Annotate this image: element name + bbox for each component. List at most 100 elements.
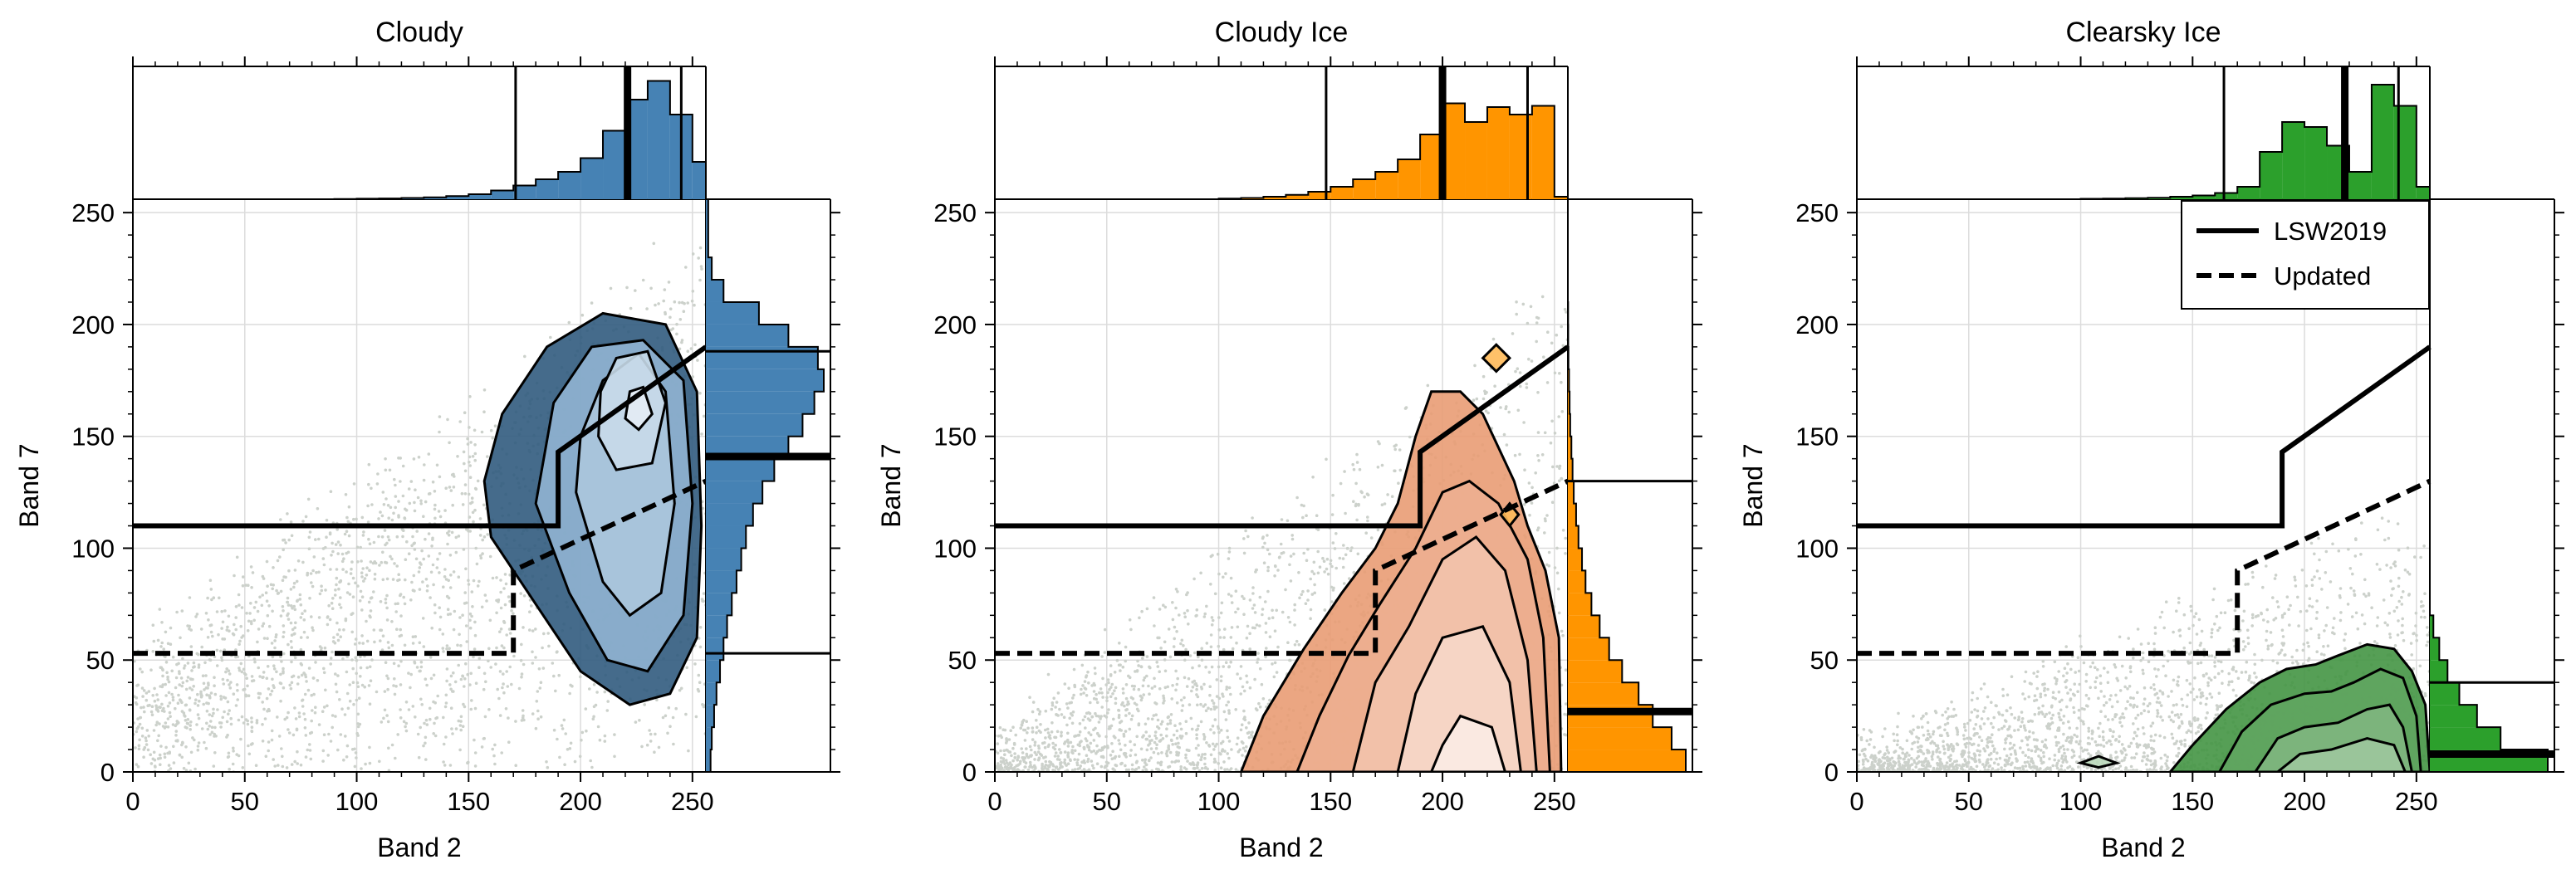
- scatter-point: [267, 687, 271, 691]
- scatter-point: [152, 750, 156, 754]
- scatter-point: [414, 488, 417, 491]
- scatter-point: [1002, 749, 1006, 753]
- scatter-point: [1535, 339, 1538, 344]
- scatter-point: [181, 657, 184, 661]
- scatter-point: [282, 652, 286, 656]
- scatter-point: [1170, 697, 1173, 701]
- scatter-point: [341, 568, 345, 571]
- scatter-point: [505, 633, 508, 637]
- scatter-point: [463, 677, 467, 681]
- scatter-point: [1071, 711, 1075, 714]
- scatter-point: [202, 681, 206, 686]
- scatter-point: [343, 532, 347, 536]
- scatter-point: [1078, 766, 1081, 770]
- scatter-point: [233, 574, 236, 578]
- scatter-point: [699, 265, 703, 268]
- scatter-point: [237, 718, 241, 722]
- scatter-point: [1099, 687, 1103, 691]
- scatter-point: [338, 603, 341, 607]
- scatter-point: [1550, 341, 1554, 345]
- scatter-point: [1090, 750, 1094, 754]
- scatter-point: [1092, 681, 1096, 686]
- scatter-point: [1552, 481, 1556, 485]
- scatter-point: [1982, 682, 1986, 686]
- scatter-point: [390, 620, 394, 623]
- scatter-point: [1012, 741, 1016, 745]
- scatter-point: [369, 679, 373, 682]
- scatter-point: [1268, 635, 1272, 638]
- scatter-point: [1546, 330, 1550, 335]
- histogram-bar: [1263, 197, 1286, 199]
- scatter-point: [498, 670, 502, 673]
- scatter-point: [486, 455, 489, 458]
- scatter-point: [451, 732, 454, 735]
- scatter-point: [228, 686, 233, 690]
- scatter-point: [431, 480, 435, 484]
- scatter-point: [1168, 721, 1173, 725]
- scatter-point: [232, 746, 235, 750]
- scatter-point: [331, 549, 335, 554]
- scatter-point: [1242, 613, 1246, 616]
- scatter-point: [569, 741, 573, 745]
- scatter-point: [347, 505, 351, 509]
- scatter-point: [564, 732, 567, 735]
- scatter-point: [143, 710, 146, 714]
- scatter-point: [1222, 760, 1226, 764]
- y-tick-label: 150: [71, 422, 115, 452]
- scatter-point: [1025, 747, 1028, 750]
- scatter-point: [1113, 756, 1117, 760]
- scatter-point: [685, 666, 688, 670]
- scatter-point: [1056, 754, 1060, 758]
- scatter-point: [1073, 758, 1076, 761]
- scatter-point: [1153, 676, 1156, 681]
- scatter-point: [412, 457, 416, 461]
- scatter-point: [1284, 588, 1287, 592]
- scatter-point: [1318, 565, 1322, 569]
- scatter-point: [237, 593, 241, 597]
- scatter-point: [512, 612, 515, 615]
- scatter-point: [1224, 661, 1228, 664]
- scatter-point: [1529, 305, 1533, 309]
- scatter-point: [149, 668, 153, 671]
- scatter-point: [1246, 624, 1250, 628]
- scatter-point: [240, 715, 244, 719]
- scatter-point: [166, 725, 170, 729]
- scatter-point: [261, 723, 264, 726]
- scatter-point: [149, 710, 154, 714]
- scatter-point: [1238, 748, 1241, 752]
- scatter-point: [671, 715, 675, 720]
- scatter-point: [394, 610, 399, 613]
- scatter-point: [1056, 768, 1060, 771]
- scatter-point: [1378, 442, 1381, 446]
- scatter-point: [1197, 754, 1201, 757]
- scatter-point: [1050, 721, 1054, 725]
- scatter-point: [1139, 698, 1144, 702]
- histogram-bar: [1353, 179, 1376, 199]
- scatter-point: [1344, 553, 1348, 557]
- scatter-point: [387, 746, 390, 750]
- scatter-point: [459, 677, 463, 681]
- scatter-point: [383, 708, 387, 712]
- scatter-point: [265, 676, 269, 680]
- scatter-point: [393, 692, 397, 696]
- scatter-point: [428, 706, 432, 711]
- scatter-point: [390, 743, 394, 747]
- scatter-point: [356, 560, 360, 564]
- scatter-point: [444, 578, 448, 581]
- scatter-point: [534, 726, 538, 730]
- scatter-point: [239, 624, 243, 628]
- scatter-point: [239, 737, 242, 741]
- scatter-point: [1152, 750, 1156, 754]
- scatter-point: [1304, 602, 1308, 605]
- scatter-point: [1247, 735, 1251, 740]
- scatter-point: [996, 764, 999, 769]
- scatter-point: [1174, 588, 1178, 591]
- scatter-point: [461, 613, 464, 617]
- scatter-point: [142, 689, 146, 692]
- scatter-point: [164, 661, 169, 664]
- x-tick-label: 0: [987, 787, 1002, 816]
- scatter-point: [172, 761, 176, 764]
- scatter-point: [1134, 760, 1139, 764]
- scatter-point: [295, 579, 299, 584]
- scatter-point: [1366, 515, 1369, 519]
